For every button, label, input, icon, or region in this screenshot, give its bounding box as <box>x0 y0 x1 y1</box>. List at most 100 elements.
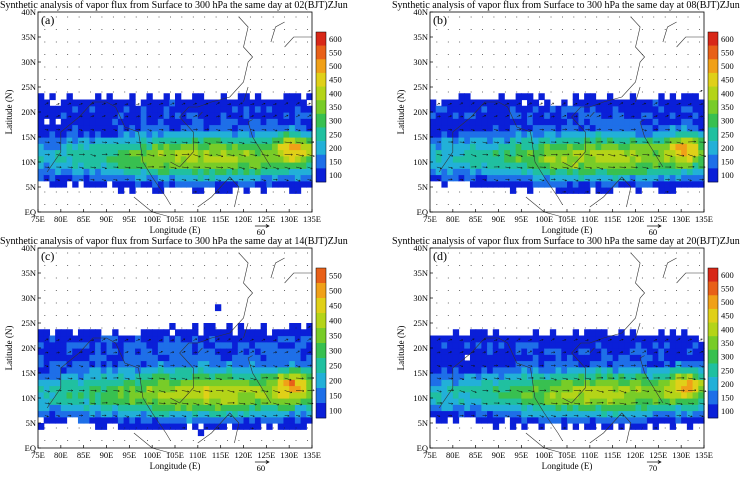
y-tick-label: 15N <box>21 368 36 378</box>
colorbar-segment <box>316 298 326 313</box>
colorbar-tick-label: 250 <box>721 365 734 375</box>
colorbar-segment <box>316 114 326 128</box>
colorbar-tick-label: 450 <box>329 75 342 85</box>
x-tick-label: 115E <box>212 214 230 224</box>
colorbar-segment <box>708 155 718 169</box>
colorbar-tick-label: 550 <box>329 47 342 57</box>
x-tick-label: 80E <box>446 450 460 460</box>
y-tick-label: 30N <box>21 57 36 67</box>
panel-label: (b) <box>433 13 447 27</box>
y-tick-label: 30N <box>413 57 428 67</box>
x-tick-label: 110E <box>189 214 207 224</box>
x-tick-label: 105E <box>558 450 576 460</box>
colorbar-segment <box>708 127 718 141</box>
colorbar-segment <box>708 59 718 73</box>
colorbar-tick-label: 100 <box>329 170 342 180</box>
x-tick-label: 120E <box>235 214 253 224</box>
x-tick-label: 120E <box>627 214 645 224</box>
x-tick-label: 100E <box>143 450 161 460</box>
reference-vector-label: 70 <box>649 463 658 472</box>
colorbar-segment <box>708 141 718 155</box>
colorbar-tick-label: 350 <box>329 102 342 112</box>
x-tick-label: 135E <box>695 450 713 460</box>
y-axis-label: Latitude (N) <box>4 90 14 135</box>
x-tick-label: 95E <box>514 450 528 460</box>
colorbar-tick-label: 500 <box>721 297 734 307</box>
colorbar-tick-label: 550 <box>721 47 734 57</box>
x-tick-label: 80E <box>54 450 68 460</box>
colorbar-segment <box>708 87 718 101</box>
x-tick-label: 125E <box>649 214 667 224</box>
colorbar-segment <box>708 100 718 114</box>
x-tick-label: 80E <box>54 214 68 224</box>
x-tick-label: 90E <box>492 214 506 224</box>
x-tick-label: 85E <box>77 214 91 224</box>
colorbar-segment <box>708 168 718 182</box>
y-tick-label: 25N <box>413 82 428 92</box>
y-tick-label: 25N <box>21 82 36 92</box>
y-tick-label: 5N <box>26 182 36 192</box>
x-tick-label: 100E <box>535 214 553 224</box>
x-tick-label: 75E <box>423 450 437 460</box>
x-tick-label: 90E <box>492 450 506 460</box>
x-axis-label: Longitude (E) <box>542 225 593 235</box>
x-tick-label: 105E <box>166 450 184 460</box>
panel-title: Synthetic analysis of vapor flux from Su… <box>0 236 348 247</box>
x-tick-label: 90E <box>100 214 114 224</box>
colorbar-tick-label: 150 <box>329 157 342 167</box>
colorbar-segment <box>708 114 718 128</box>
colorbar-tick-label: 300 <box>721 352 734 362</box>
colorbar-tick-label: 450 <box>721 311 734 321</box>
colorbar-tick-label: 150 <box>329 391 342 401</box>
x-tick-label: 95E <box>122 214 136 224</box>
y-tick-label: 15N <box>21 132 36 142</box>
y-tick-label: 35N <box>21 32 36 42</box>
x-tick-label: 100E <box>535 450 553 460</box>
colorbar-tick-label: 300 <box>329 116 342 126</box>
colorbar-tick-label: 150 <box>721 393 734 403</box>
x-tick-label: 75E <box>31 214 45 224</box>
colorbar-tick-label: 450 <box>329 301 342 311</box>
x-tick-label: 75E <box>423 214 437 224</box>
colorbar-tick-label: 350 <box>329 331 342 341</box>
colorbar-tick-label: 600 <box>721 270 734 280</box>
shaded-field <box>38 304 313 436</box>
colorbar-tick-label: 600 <box>721 34 734 44</box>
x-tick-label: 125E <box>649 450 667 460</box>
y-axis-label: Latitude (N) <box>396 326 406 371</box>
x-tick-label: 80E <box>446 214 460 224</box>
colorbar-segment <box>708 363 718 377</box>
x-tick-label: 110E <box>189 450 207 460</box>
colorbar-segment <box>316 328 326 343</box>
colorbar-tick-label: 500 <box>329 61 342 71</box>
panel-title: Synthetic analysis of vapor flux from Su… <box>392 236 740 247</box>
colorbar-tick-label: 200 <box>721 379 734 389</box>
x-tick-label: 90E <box>100 450 114 460</box>
y-tick-label: 10N <box>413 393 428 403</box>
colorbar-segment <box>708 309 718 323</box>
y-axis-label: Latitude (N) <box>4 326 14 371</box>
colorbar-segment <box>708 282 718 296</box>
colorbar-segment <box>316 141 326 155</box>
y-tick-label: 30N <box>413 293 428 303</box>
colorbar-segment <box>316 46 326 60</box>
colorbar-tick-label: 400 <box>721 88 734 98</box>
x-tick-label: 115E <box>212 450 230 460</box>
colorbar-segment <box>316 358 326 373</box>
x-tick-label: 105E <box>166 214 184 224</box>
colorbar-segment <box>316 343 326 358</box>
panel-label: (d) <box>433 249 447 263</box>
y-tick-label: 25N <box>21 318 36 328</box>
colorbar-tick-label: 250 <box>721 129 734 139</box>
y-tick-label: 15N <box>413 368 428 378</box>
colorbar-segment <box>708 32 718 46</box>
colorbar-tick-label: 150 <box>721 157 734 167</box>
shaded-field <box>430 93 705 194</box>
